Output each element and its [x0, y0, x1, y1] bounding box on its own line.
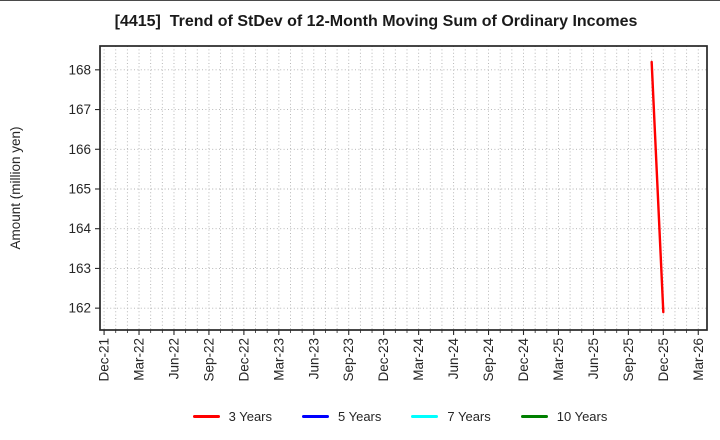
x-tick-label: Mar-25 [551, 338, 566, 381]
x-tick-label: Dec-21 [97, 338, 112, 382]
vertical-gridlines [103, 46, 699, 330]
legend-line-swatch [302, 414, 329, 418]
legend-label: 7 Years [447, 408, 491, 424]
legend-label: 3 Years [228, 408, 272, 424]
legend-line-swatch [411, 414, 439, 418]
x-tick-label: Dec-23 [376, 338, 391, 382]
legend-item-7-years: 7 Years [411, 408, 491, 424]
x-tick-label: Sep-24 [481, 338, 496, 382]
y-tick-label: 168 [68, 62, 91, 77]
legend: 3 Years 5 Years 7 Years 10 Years [80, 406, 720, 426]
legend-item-10-years: 10 Years [520, 408, 608, 424]
legend-item-5-years: 5 Years [302, 409, 381, 424]
x-tick-label: Jun-22 [166, 338, 181, 379]
y-tick-label: 164 [68, 221, 91, 236]
x-tick-label: Mar-23 [271, 338, 286, 381]
series-line-3-years [650, 60, 665, 314]
legend-line-swatch [520, 414, 548, 418]
legend-item-3-years: 3 Years [192, 408, 272, 424]
chart-title: [4415] Trend of StDev of 12-Month Moving… [114, 13, 638, 30]
y-tick-label: 163 [68, 261, 91, 276]
x-tick-label: Jun-25 [586, 338, 601, 379]
x-tick-label: Jun-24 [446, 338, 461, 380]
plot-frame [99, 45, 708, 331]
x-tick-label: Dec-22 [236, 338, 251, 382]
horizontal-gridlines [100, 69, 707, 309]
legend-line-swatch [192, 414, 220, 418]
x-tick-label: Sep-22 [201, 338, 216, 382]
x-tick-label: Sep-25 [621, 338, 636, 382]
x-tick-label: Dec-24 [516, 338, 531, 382]
x-tick-label: Mar-22 [132, 338, 147, 381]
x-tick-label: Mar-24 [411, 338, 426, 381]
x-tick-label: Jun-23 [306, 338, 321, 379]
x-tick-label: Sep-23 [341, 338, 356, 382]
y-axis-ticks-and-labels: 162 163 164 165 166 167 168 [68, 62, 100, 316]
y-tick-label: 165 [68, 181, 91, 196]
x-tick-label: Mar-26 [691, 338, 706, 381]
legend-label: 5 Years [338, 408, 382, 424]
y-tick-label: 166 [68, 142, 91, 157]
legend-label: 10 Years [556, 408, 608, 424]
window-top-border [0, 0, 720, 1]
y-tick-label: 167 [68, 102, 91, 117]
x-tick-label: Dec-25 [656, 338, 671, 382]
y-tick-label: 162 [68, 301, 91, 316]
x-axis-ticks-and-labels: Dec-21 Mar-22 Jun-22 Sep-22 Dec-22 Mar-23 Jun-… [97, 330, 706, 382]
